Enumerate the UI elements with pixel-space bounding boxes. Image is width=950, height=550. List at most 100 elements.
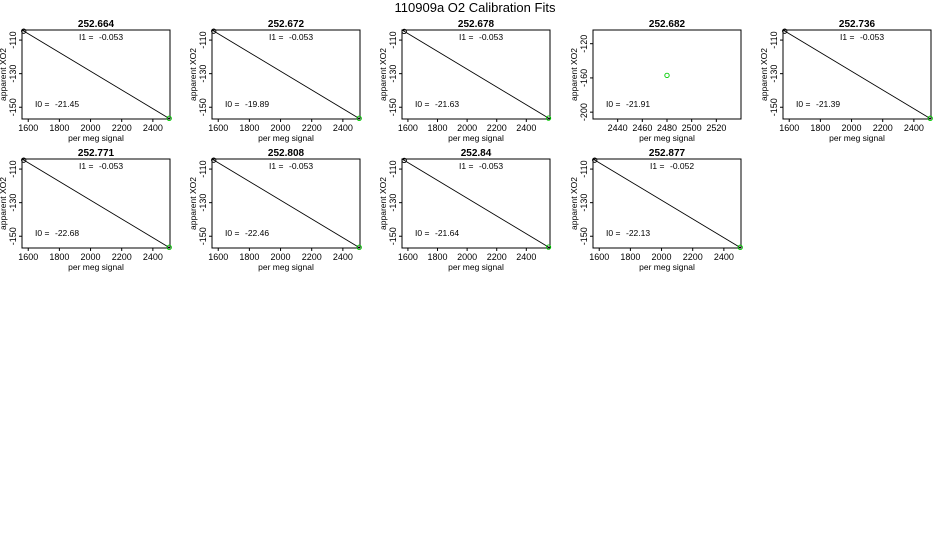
panel-title: 252.736 — [839, 19, 876, 30]
y-tick-label: -110 — [198, 31, 208, 48]
x-tick-label: 2400 — [904, 123, 924, 133]
i0-label: I0 = — [225, 228, 239, 238]
fit-line — [401, 158, 551, 249]
y-axis-label: apparent XO2 — [188, 48, 198, 101]
chart-panel: 252.682 2440 2460 2480 2500 2520 -120 -160 -200 p… — [569, 19, 742, 143]
fit-line — [782, 29, 932, 120]
data-point — [545, 115, 552, 121]
i0-label: I0 = — [796, 99, 810, 109]
y-axis-label: apparent XO2 — [759, 48, 769, 101]
plot-frame — [21, 29, 171, 120]
data-point — [737, 244, 743, 250]
i0-label: I0 = — [606, 99, 620, 109]
y-tick-label: -150 — [198, 98, 208, 116]
y-axis-label: apparent XO2 — [569, 177, 579, 230]
chart-panel: 252.808 1600 1800 2000 2200 2400 -110 -130 -150 p… — [188, 148, 362, 272]
y-tick-label: -160 — [579, 69, 589, 87]
i0-value: -22.13 — [626, 228, 650, 238]
i0-value: -21.63 — [435, 99, 459, 109]
x-axis-label: per meg signal — [258, 262, 314, 272]
x-axis-label: per meg signal — [68, 262, 124, 272]
y-axis-label: apparent XO2 — [188, 177, 198, 230]
x-tick-label: 2000 — [271, 252, 291, 262]
y-axis-label: apparent XO2 — [378, 177, 388, 230]
chart-panel: 252.736 1600 1800 2000 2200 2400 -110 -130 -150 p… — [759, 19, 933, 143]
i0-label: I0 = — [415, 228, 429, 238]
fit-line — [211, 29, 361, 120]
i1-label: I1 = — [459, 161, 473, 171]
x-tick-label: 1600 — [398, 123, 418, 133]
plot-frame — [401, 158, 551, 249]
data-point — [166, 244, 172, 250]
x-tick-label: 2000 — [652, 252, 672, 262]
y-tick-label: -130 — [388, 65, 398, 83]
data-point — [21, 157, 27, 163]
y-tick-label: -150 — [198, 227, 208, 245]
i1-value: -0.052 — [670, 161, 694, 171]
x-tick-label: 2200 — [302, 252, 322, 262]
x-axis-label: per meg signal — [829, 133, 885, 143]
y-tick-label: -110 — [8, 160, 18, 177]
y-tick-label: -110 — [388, 160, 398, 177]
data-point — [401, 157, 407, 163]
x-axis-label: per meg signal — [448, 262, 504, 272]
panel-title: 252.877 — [649, 148, 686, 159]
data-point — [356, 244, 362, 250]
x-tick-label: 2000 — [271, 123, 291, 133]
panel-title: 252.808 — [268, 148, 305, 159]
data-point — [782, 28, 788, 34]
y-tick-label: -130 — [579, 194, 589, 212]
x-tick-label: 2200 — [873, 123, 893, 133]
i1-value: -0.053 — [289, 32, 313, 42]
plot-frame — [592, 158, 742, 249]
y-tick-label: -130 — [198, 65, 208, 83]
i0-value: -21.91 — [626, 99, 650, 109]
y-tick-label: -130 — [388, 194, 398, 212]
x-tick-label: 2000 — [81, 252, 101, 262]
i0-label: I0 = — [35, 228, 49, 238]
i0-value: -22.68 — [55, 228, 79, 238]
y-tick-label: -130 — [769, 65, 779, 83]
panel-title: 252.678 — [458, 19, 495, 30]
x-tick-label: 2460 — [632, 123, 652, 133]
data-point — [401, 28, 407, 34]
x-tick-label: 2200 — [487, 252, 507, 262]
x-tick-label: 1800 — [239, 252, 259, 262]
chart-panel: 252.771 1600 1800 2000 2200 2400 -110 -130 -150 p… — [0, 148, 172, 272]
x-tick-label: 2400 — [516, 252, 536, 262]
y-tick-label: -110 — [388, 31, 398, 48]
x-tick-label: 1600 — [18, 252, 38, 262]
fit-line — [592, 158, 742, 249]
x-tick-label: 2500 — [682, 123, 702, 133]
x-tick-label: 2000 — [457, 252, 477, 262]
x-tick-label: 2520 — [706, 123, 726, 133]
data-point — [927, 115, 933, 121]
x-tick-label: 2400 — [516, 123, 536, 133]
y-tick-label: -150 — [579, 227, 589, 245]
x-axis-label: per meg signal — [448, 133, 504, 143]
i1-value: -0.053 — [479, 32, 503, 42]
y-axis-label: apparent XO2 — [0, 48, 8, 101]
i0-value: -19.89 — [245, 99, 269, 109]
x-axis-label: per meg signal — [639, 262, 695, 272]
i0-value: -21.45 — [55, 99, 79, 109]
i0-value: -22.46 — [245, 228, 269, 238]
i1-value: -0.053 — [99, 32, 123, 42]
data-point — [166, 115, 172, 121]
i1-label: I1 = — [79, 161, 93, 171]
x-tick-label: 2000 — [81, 123, 101, 133]
x-tick-label: 1600 — [208, 252, 228, 262]
plot-frame — [782, 29, 932, 120]
fit-line — [21, 158, 171, 249]
x-axis-label: per meg signal — [68, 133, 124, 143]
x-tick-label: 1600 — [208, 123, 228, 133]
i0-label: I0 = — [606, 228, 620, 238]
y-tick-label: -130 — [8, 65, 18, 83]
x-tick-label: 2400 — [714, 252, 734, 262]
x-tick-label: 2440 — [608, 123, 628, 133]
i1-value: -0.053 — [860, 32, 884, 42]
x-tick-label: 1800 — [428, 123, 448, 133]
chart-panel: 252.678 1600 1800 2000 2200 2400 -110 -130 -150 p… — [378, 19, 552, 143]
x-tick-label: 2200 — [112, 252, 132, 262]
y-tick-label: -150 — [8, 98, 18, 116]
